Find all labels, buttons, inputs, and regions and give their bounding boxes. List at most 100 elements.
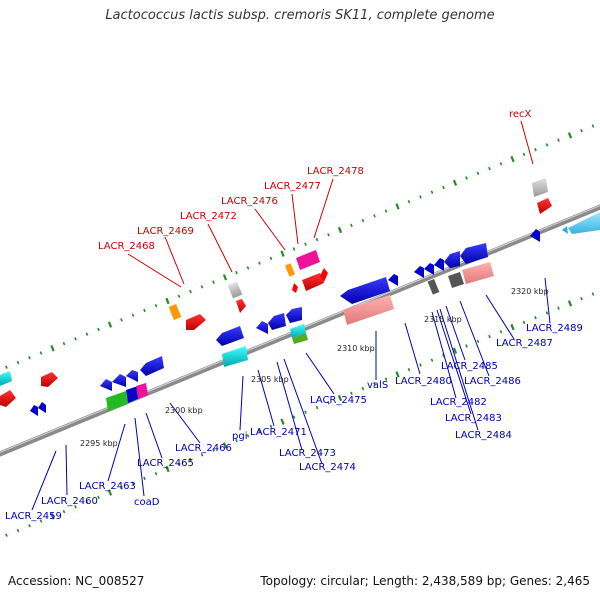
gene-feature[interactable] (568, 212, 600, 234)
gene-feature[interactable] (227, 281, 243, 299)
tick-mark (5, 533, 8, 537)
tick-mark (154, 471, 158, 476)
tick-mark (200, 285, 204, 289)
gene-feature[interactable] (30, 405, 38, 416)
gene-feature[interactable] (462, 262, 494, 284)
leader-line (283, 358, 323, 465)
gene-feature[interactable] (320, 268, 328, 282)
gene-feature[interactable] (140, 356, 164, 376)
gene-label[interactable]: LACR_2482 (430, 397, 487, 408)
tick-mark (534, 147, 537, 152)
gene-label[interactable]: LACR_2471 (250, 427, 307, 438)
tick-mark (384, 209, 388, 213)
gene-feature[interactable] (424, 263, 434, 275)
gene-label[interactable]: LACR_2459 (5, 511, 62, 522)
gene-feature[interactable] (136, 383, 148, 399)
gene-label[interactable]: LACR_2466 (175, 443, 232, 454)
gene-feature[interactable] (292, 333, 308, 344)
gene-feature[interactable] (168, 304, 182, 320)
tick-mark (200, 453, 204, 457)
gene-feature[interactable] (126, 370, 138, 382)
gene-label[interactable]: recX (509, 109, 532, 120)
gene-label[interactable]: LACR_2487 (496, 338, 553, 349)
gene-feature[interactable] (256, 321, 268, 334)
gene-label[interactable]: valS (367, 380, 388, 391)
tick-mark (580, 296, 583, 301)
gene-feature[interactable] (343, 295, 394, 325)
gene-label[interactable]: LACR_2486 (464, 376, 521, 387)
gene-label[interactable]: LACR_2472 (180, 211, 237, 222)
tick-mark (452, 347, 458, 354)
gene-feature[interactable] (296, 250, 320, 270)
gene-feature[interactable] (216, 326, 244, 346)
gene-feature[interactable] (388, 274, 398, 286)
tick-mark (522, 152, 526, 157)
gene-label[interactable]: LACR_2465 (137, 458, 194, 469)
gene-label[interactable]: LACR_2478 (307, 166, 364, 177)
leader-line (254, 208, 286, 251)
gene-feature[interactable] (562, 226, 568, 234)
tick-mark (131, 481, 135, 485)
gene-label[interactable]: LACR_2476 (221, 196, 278, 207)
gene-feature[interactable] (460, 243, 488, 264)
gene-feature[interactable] (340, 277, 390, 304)
tick-mark (567, 132, 573, 139)
gene-label[interactable]: LACR_2469 (137, 226, 194, 237)
gene-feature[interactable] (302, 273, 324, 291)
tick-mark (384, 377, 388, 381)
gene-label[interactable]: LACR_2460 (41, 496, 98, 507)
gene-feature[interactable] (0, 390, 16, 407)
tick-mark (62, 509, 66, 514)
leader-lines (31, 120, 551, 511)
gene-label[interactable]: LACR_2474 (299, 462, 356, 473)
gene-feature[interactable] (444, 251, 460, 268)
gene-feature[interactable] (106, 391, 128, 411)
gene-label[interactable]: pgi (232, 431, 247, 442)
gene-label[interactable]: LACR_2463 (79, 481, 136, 492)
gene-feature[interactable] (268, 313, 286, 330)
gene-feature[interactable] (290, 324, 306, 338)
gene-feature[interactable] (286, 307, 302, 323)
gene-feature[interactable] (434, 258, 444, 271)
gene-feature[interactable] (532, 178, 548, 197)
tick-mark (85, 500, 89, 504)
gene-label[interactable]: LACR_2483 (445, 413, 502, 424)
gene-label[interactable]: LACR_2468 (98, 241, 155, 252)
gene-feature[interactable] (537, 198, 552, 214)
tick-track-inner (5, 292, 595, 537)
gene-feature[interactable] (126, 386, 140, 403)
tick-mark (545, 311, 549, 315)
gene-feature[interactable] (222, 346, 248, 367)
gene-feature[interactable] (284, 263, 296, 277)
gene-feature[interactable] (41, 372, 58, 387)
forward-gene-labels: LACR_2468 LACR_2469 LACR_2472 LACR_2476 … (98, 109, 532, 252)
gene-label[interactable]: LACR_2489 (526, 323, 583, 334)
gene-feature[interactable] (236, 299, 246, 313)
leader-line (145, 412, 163, 459)
gene-feature[interactable] (414, 266, 424, 278)
gene-feature[interactable] (112, 374, 126, 387)
tick-mark (407, 199, 411, 204)
gene-feature[interactable] (0, 371, 12, 386)
gene-label[interactable]: coaD (134, 497, 160, 508)
reverse-gene-labels: LACR_2459 LACR_2460 LACR_2463 coaD LACR_… (5, 323, 583, 522)
tick-mark (107, 489, 113, 496)
gene-label[interactable]: LACR_2475 (310, 395, 367, 406)
gene-feature[interactable] (427, 279, 440, 295)
tick-mark (292, 415, 296, 419)
gene-feature[interactable] (292, 283, 298, 293)
gene-label[interactable]: LACR_2477 (264, 181, 321, 192)
gene-feature[interactable] (38, 402, 46, 413)
leader-line (485, 294, 515, 340)
tick-mark (545, 143, 549, 147)
gene-feature[interactable] (530, 229, 540, 242)
gene-label[interactable]: LACR_2484 (455, 430, 512, 441)
gene-label[interactable]: LACR_2485 (441, 361, 498, 372)
gene-feature[interactable] (448, 272, 464, 288)
gene-feature[interactable] (100, 379, 112, 391)
tick-mark (107, 321, 113, 328)
gene-feature[interactable] (186, 314, 206, 330)
gene-label[interactable]: LACR_2473 (279, 448, 336, 459)
tick-mark (510, 155, 515, 163)
gene-label[interactable]: LACR_2480 (395, 376, 452, 387)
